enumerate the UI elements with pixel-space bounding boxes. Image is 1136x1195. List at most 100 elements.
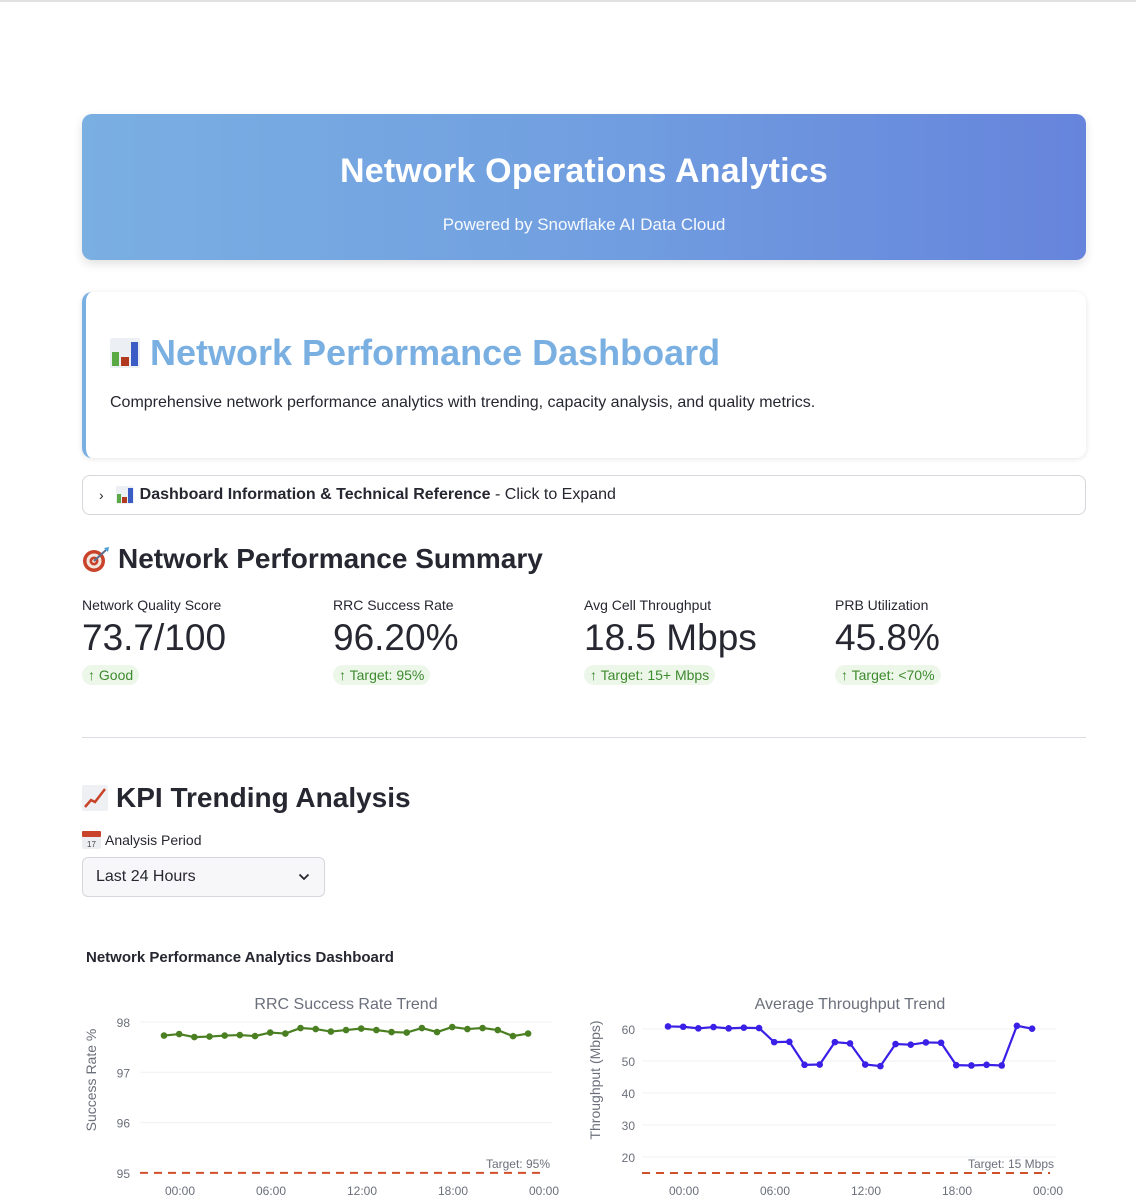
dashboard-chart-title: Network Performance Analytics Dashboard bbox=[86, 949, 394, 966]
x-tick: 00:00 bbox=[165, 1184, 195, 1195]
chevron-right-icon: › bbox=[99, 487, 104, 503]
data-point[interactable] bbox=[251, 1032, 259, 1040]
x-tick: 06:00 bbox=[760, 1184, 790, 1195]
data-point[interactable] bbox=[983, 1061, 990, 1069]
data-point[interactable] bbox=[786, 1038, 793, 1046]
data-point[interactable] bbox=[968, 1062, 975, 1069]
trending-heading: KPI Trending Analysis bbox=[82, 782, 1086, 814]
calendar-icon: 17 bbox=[82, 831, 101, 849]
data-point[interactable] bbox=[509, 1032, 517, 1040]
metric-delta-badge: ↑ Target: 15+ Mbps bbox=[584, 665, 716, 685]
data-point[interactable] bbox=[191, 1033, 198, 1041]
data-point[interactable] bbox=[494, 1026, 502, 1034]
page-description: Comprehensive network performance analyt… bbox=[110, 394, 816, 411]
data-point[interactable] bbox=[755, 1024, 763, 1032]
x-tick: 12:00 bbox=[347, 1184, 377, 1195]
data-point[interactable] bbox=[710, 1023, 717, 1031]
svg-text:17: 17 bbox=[87, 840, 96, 849]
target-label: Target: 95% bbox=[486, 1157, 550, 1171]
data-point[interactable] bbox=[403, 1029, 411, 1036]
data-point[interactable] bbox=[725, 1025, 732, 1032]
metric-delta-badge: ↑ Good bbox=[82, 665, 140, 685]
data-point[interactable] bbox=[892, 1040, 899, 1048]
data-point[interactable] bbox=[922, 1039, 930, 1046]
expander-title: Dashboard Information & Technical Refere… bbox=[139, 486, 491, 503]
data-point[interactable] bbox=[282, 1030, 289, 1037]
y-tick: 20 bbox=[622, 1151, 636, 1165]
data-point[interactable] bbox=[327, 1028, 335, 1035]
data-point[interactable] bbox=[664, 1023, 672, 1030]
data-point[interactable] bbox=[388, 1028, 395, 1036]
data-point[interactable] bbox=[221, 1032, 228, 1039]
data-point[interactable] bbox=[357, 1025, 365, 1032]
metric-prb-utilization: PRB Utilization 45.8% ↑ Target: <70% bbox=[835, 597, 941, 685]
y-tick: 96 bbox=[117, 1117, 131, 1131]
y-tick: 40 bbox=[622, 1087, 636, 1101]
x-tick: 00:00 bbox=[529, 1184, 559, 1195]
data-point[interactable] bbox=[998, 1062, 1006, 1069]
data-point[interactable] bbox=[160, 1032, 168, 1039]
data-point[interactable] bbox=[297, 1024, 304, 1032]
bar-chart-icon bbox=[110, 338, 140, 368]
data-point[interactable] bbox=[206, 1033, 213, 1040]
data-point[interactable] bbox=[831, 1038, 839, 1046]
rrc-success-chart[interactable]: RRC Success Rate Trend Success Rate % 95… bbox=[0, 985, 580, 1195]
x-tick: 06:00 bbox=[256, 1184, 286, 1195]
data-point[interactable] bbox=[679, 1023, 687, 1031]
data-point[interactable] bbox=[770, 1038, 778, 1046]
data-point[interactable] bbox=[524, 1030, 532, 1037]
data-point[interactable] bbox=[952, 1061, 960, 1069]
chevron-down-icon bbox=[298, 873, 310, 881]
metric-avg-throughput: Avg Cell Throughput 18.5 Mbps ↑ Target: … bbox=[584, 597, 757, 685]
y-tick: 30 bbox=[622, 1119, 636, 1133]
x-tick: 18:00 bbox=[942, 1184, 972, 1195]
data-point[interactable] bbox=[861, 1061, 869, 1068]
x-tick: 12:00 bbox=[851, 1184, 881, 1195]
data-point[interactable] bbox=[937, 1039, 945, 1047]
y-tick: 98 bbox=[117, 1016, 131, 1030]
target-label: Target: 15 Mbps bbox=[968, 1157, 1054, 1171]
app-subtitle: Powered by Snowflake AI Data Cloud bbox=[442, 215, 726, 234]
data-point[interactable] bbox=[740, 1024, 748, 1032]
data-point[interactable] bbox=[433, 1028, 441, 1036]
data-point[interactable] bbox=[464, 1025, 471, 1033]
selected-period: Last 24 Hours bbox=[96, 868, 196, 885]
data-point[interactable] bbox=[877, 1062, 884, 1070]
app-title: Network Operations Analytics bbox=[339, 152, 829, 190]
data-point[interactable] bbox=[266, 1029, 274, 1036]
metric-rrc-success: RRC Success Rate 96.20% ↑ Target: 95% bbox=[333, 597, 459, 685]
header-banner: Network Operations Analytics Powered by … bbox=[82, 114, 1086, 260]
section-divider bbox=[82, 737, 1086, 738]
data-point[interactable] bbox=[1028, 1025, 1036, 1032]
data-point[interactable] bbox=[175, 1030, 183, 1038]
data-point[interactable] bbox=[907, 1041, 915, 1048]
data-point[interactable] bbox=[1013, 1022, 1021, 1030]
period-label: 17 Analysis Period bbox=[82, 830, 1086, 849]
x-tick: 18:00 bbox=[438, 1184, 468, 1195]
dashboard-info-expander[interactable]: › Dashboard Information & Technical Refe… bbox=[82, 475, 1086, 515]
chart-title: Average Throughput Trend bbox=[755, 996, 946, 1013]
target-icon bbox=[83, 547, 109, 572]
data-point[interactable] bbox=[801, 1061, 808, 1069]
y-tick: 50 bbox=[622, 1055, 636, 1069]
data-point[interactable] bbox=[342, 1026, 350, 1034]
y-tick: 60 bbox=[622, 1023, 636, 1037]
page-title: Network Performance Dashboard bbox=[110, 332, 1086, 374]
data-point[interactable] bbox=[846, 1040, 854, 1047]
throughput-chart[interactable]: Average Throughput Trend Throughput (Mbp… bbox=[580, 985, 1136, 1195]
metric-delta-badge: ↑ Target: <70% bbox=[835, 665, 941, 685]
metric-delta-badge: ↑ Target: 95% bbox=[333, 665, 431, 685]
bar-chart-icon bbox=[115, 486, 134, 504]
analysis-period-select[interactable]: Last 24 Hours bbox=[82, 857, 325, 897]
data-point[interactable] bbox=[695, 1025, 702, 1032]
data-point[interactable] bbox=[312, 1025, 320, 1033]
summary-heading: Network Performance Summary bbox=[82, 543, 1086, 575]
data-point[interactable] bbox=[418, 1024, 426, 1032]
data-point[interactable] bbox=[479, 1024, 486, 1032]
data-point[interactable] bbox=[816, 1061, 823, 1068]
top-border bbox=[0, 0, 1136, 2]
data-point[interactable] bbox=[448, 1023, 456, 1031]
data-point[interactable] bbox=[236, 1031, 244, 1039]
data-point[interactable] bbox=[373, 1026, 380, 1034]
intro-card: Network Performance Dashboard Comprehens… bbox=[82, 292, 1086, 458]
